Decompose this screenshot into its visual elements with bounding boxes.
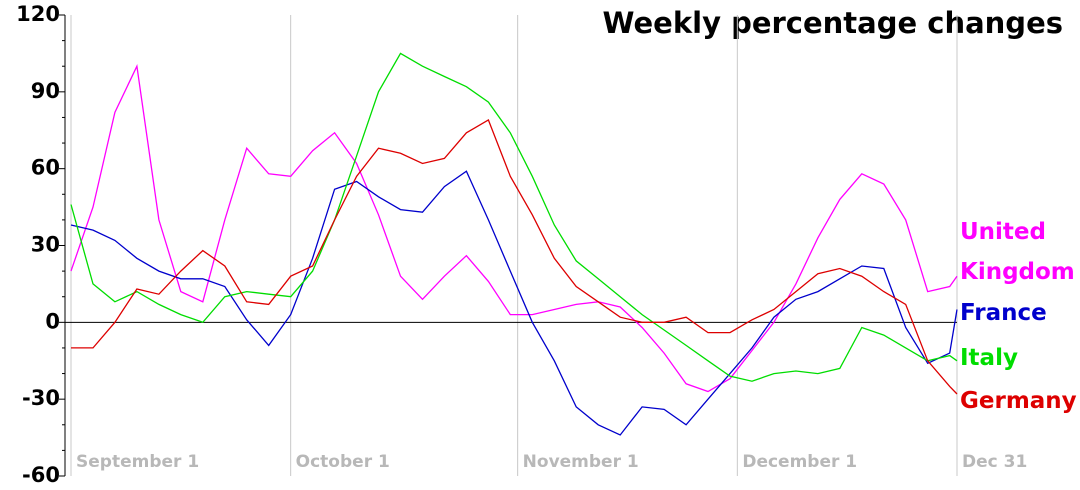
series-line xyxy=(70,63,958,393)
y-tick-label: 30 xyxy=(31,233,60,257)
legend-label: Italy xyxy=(960,345,1018,371)
y-tick-label: 90 xyxy=(31,79,60,103)
series-line xyxy=(71,119,958,395)
x-tick-label: December 1 xyxy=(742,452,857,472)
legend-label: France xyxy=(960,300,1047,326)
y-tick-label: -60 xyxy=(22,463,60,487)
y-tick-label: 120 xyxy=(16,2,60,26)
chart-title: Weekly percentage changes xyxy=(603,6,1063,40)
x-tick-label: Dec 31 xyxy=(962,452,1027,472)
x-tick-label: November 1 xyxy=(523,452,639,472)
legend-label: Germany xyxy=(960,388,1077,414)
y-tick-label: 60 xyxy=(31,156,60,180)
legend-label: United Kingdom xyxy=(960,219,1075,285)
series-line xyxy=(70,170,958,436)
y-tick-label: 0 xyxy=(45,309,60,333)
x-tick-label: September 1 xyxy=(76,452,199,472)
y-tick-label: -30 xyxy=(22,386,60,410)
x-tick-label: October 1 xyxy=(296,452,390,472)
series-line xyxy=(70,52,958,382)
